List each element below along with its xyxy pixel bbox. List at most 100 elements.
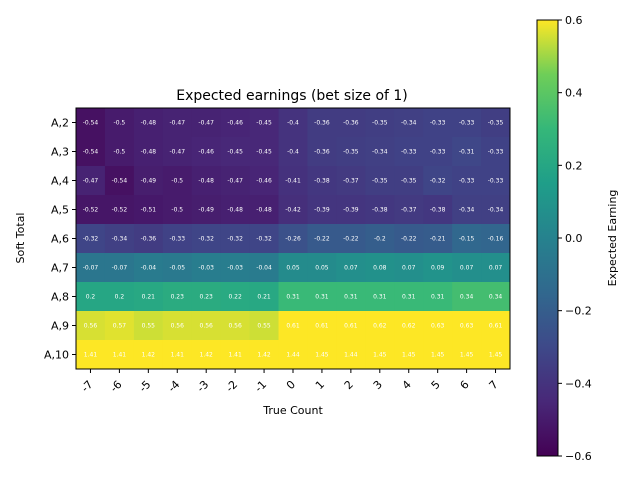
- heatmap-cell: [191, 340, 222, 370]
- y-tick-label: A,10: [44, 349, 69, 362]
- heatmap-cell: [481, 195, 511, 225]
- heatmap-cell: [307, 108, 337, 138]
- heatmap-cell: [336, 224, 366, 254]
- cell-value-label: -0.35: [372, 178, 388, 185]
- cell-value-label: -0.33: [488, 149, 504, 156]
- cell-value-label: 0.55: [142, 323, 156, 330]
- heatmap-cell: [104, 340, 135, 370]
- heatmap-cell: [104, 311, 135, 341]
- heatmap-cells: [76, 108, 511, 370]
- heatmap-cell: [365, 166, 395, 196]
- cell-value-label: -0.22: [401, 236, 417, 243]
- heatmap-cell: [423, 253, 453, 283]
- cell-value-label: 0.21: [142, 294, 156, 301]
- heatmap-cell: [423, 311, 453, 341]
- heatmap-cell: [307, 166, 337, 196]
- cell-value-label: -0.37: [401, 207, 417, 214]
- heatmap-cell: [76, 340, 106, 370]
- cell-value-label: -0.03: [198, 265, 214, 272]
- heatmap-cell: [394, 195, 424, 225]
- cell-value-label: -0.36: [314, 120, 330, 127]
- heatmap-cell: [191, 224, 222, 254]
- cell-value-label: 1.42: [200, 352, 214, 359]
- heatmap-cell: [133, 108, 164, 138]
- heatmap-cell: [133, 311, 164, 341]
- cell-value-label: -0.51: [141, 207, 157, 214]
- heatmap-cell: [394, 137, 424, 167]
- heatmap-cell: [336, 311, 366, 341]
- heatmap-cell: [278, 108, 308, 138]
- cell-value-label: -0.48: [256, 207, 272, 214]
- cell-value-label: -0.46: [198, 149, 214, 156]
- cell-value-label: -0.41: [285, 178, 301, 185]
- cell-value-label: -0.33: [430, 120, 446, 127]
- heatmap-cell: [452, 137, 482, 167]
- cell-value-label: -0.47: [198, 120, 214, 127]
- heatmap-cell: [76, 282, 106, 312]
- cell-value-label: 0.31: [286, 294, 300, 301]
- heatmap-cell: [278, 166, 308, 196]
- colorbar-tick-label: 0.4: [565, 87, 583, 100]
- heatmap-cell: [452, 224, 482, 254]
- cell-value-label: -0.5: [171, 207, 183, 214]
- heatmap-cell: [220, 137, 251, 167]
- cell-value-label: -0.54: [83, 149, 99, 156]
- cell-value-label: 0.2: [115, 294, 125, 301]
- cell-value-label: 0.23: [171, 294, 185, 301]
- cell-value-label: 1.45: [431, 352, 445, 359]
- heatmap-cell: [394, 311, 424, 341]
- heatmap-cell: [481, 224, 511, 254]
- cell-value-label: 1.41: [113, 352, 127, 359]
- cell-value-label: -0.34: [372, 149, 388, 156]
- heatmap-cell: [278, 137, 308, 167]
- heatmap-cell: [278, 282, 308, 312]
- heatmap-cell: [76, 108, 106, 138]
- x-tick-label: -3: [194, 378, 211, 395]
- heatmap-cell: [336, 253, 366, 283]
- cell-value-label: -0.38: [372, 207, 388, 214]
- heatmap-cell: [452, 282, 482, 312]
- cell-value-label: 0.31: [373, 294, 387, 301]
- x-tick-label: -6: [108, 378, 125, 395]
- cell-value-label: -0.42: [285, 207, 301, 214]
- cell-value-label: -0.4: [287, 120, 299, 127]
- heatmap-cell: [162, 137, 193, 167]
- heatmap-cell: [452, 340, 482, 370]
- colorbar-tick-label: −0.6: [565, 450, 592, 463]
- heatmap-cell: [76, 311, 106, 341]
- heatmap-cell: [249, 282, 280, 312]
- heatmap-cell: [365, 253, 395, 283]
- cell-value-label: -0.22: [343, 236, 359, 243]
- cell-value-label: -0.34: [112, 236, 128, 243]
- heatmap-cell: [278, 340, 308, 370]
- colorbar-tick-label: 0.6: [565, 14, 583, 27]
- x-tick-label: 5: [429, 378, 443, 392]
- cell-value-label: -0.34: [401, 120, 417, 127]
- heatmap-cell: [394, 166, 424, 196]
- cell-value-label: -0.22: [314, 236, 330, 243]
- heatmap-cell: [278, 311, 308, 341]
- cell-value-label: 0.31: [431, 294, 445, 301]
- cell-value-label: -0.38: [314, 178, 330, 185]
- cell-value-label: -0.37: [343, 178, 359, 185]
- heatmap-cell: [162, 282, 193, 312]
- heatmap-cell: [278, 253, 308, 283]
- cell-value-label: -0.16: [488, 236, 504, 243]
- heatmap-cell: [307, 311, 337, 341]
- cell-value-label: 1.41: [228, 352, 242, 359]
- cell-value-label: 1.45: [373, 352, 387, 359]
- cell-value-label: -0.03: [227, 265, 243, 272]
- heatmap-cell: [220, 166, 251, 196]
- cell-value-label: 0.63: [431, 323, 445, 330]
- cell-value-label: 1.42: [257, 352, 271, 359]
- heatmap-cell: [307, 340, 337, 370]
- heatmap-cell: [452, 253, 482, 283]
- cell-value-label: -0.35: [343, 149, 359, 156]
- cell-value-label: -0.5: [114, 120, 126, 127]
- heatmap-cell: [307, 282, 337, 312]
- cell-value-label: -0.36: [141, 236, 157, 243]
- heatmap-cell: [307, 137, 337, 167]
- heatmap-cell: [104, 224, 135, 254]
- cell-value-label: -0.48: [141, 120, 157, 127]
- cell-value-label: 0.05: [315, 265, 329, 272]
